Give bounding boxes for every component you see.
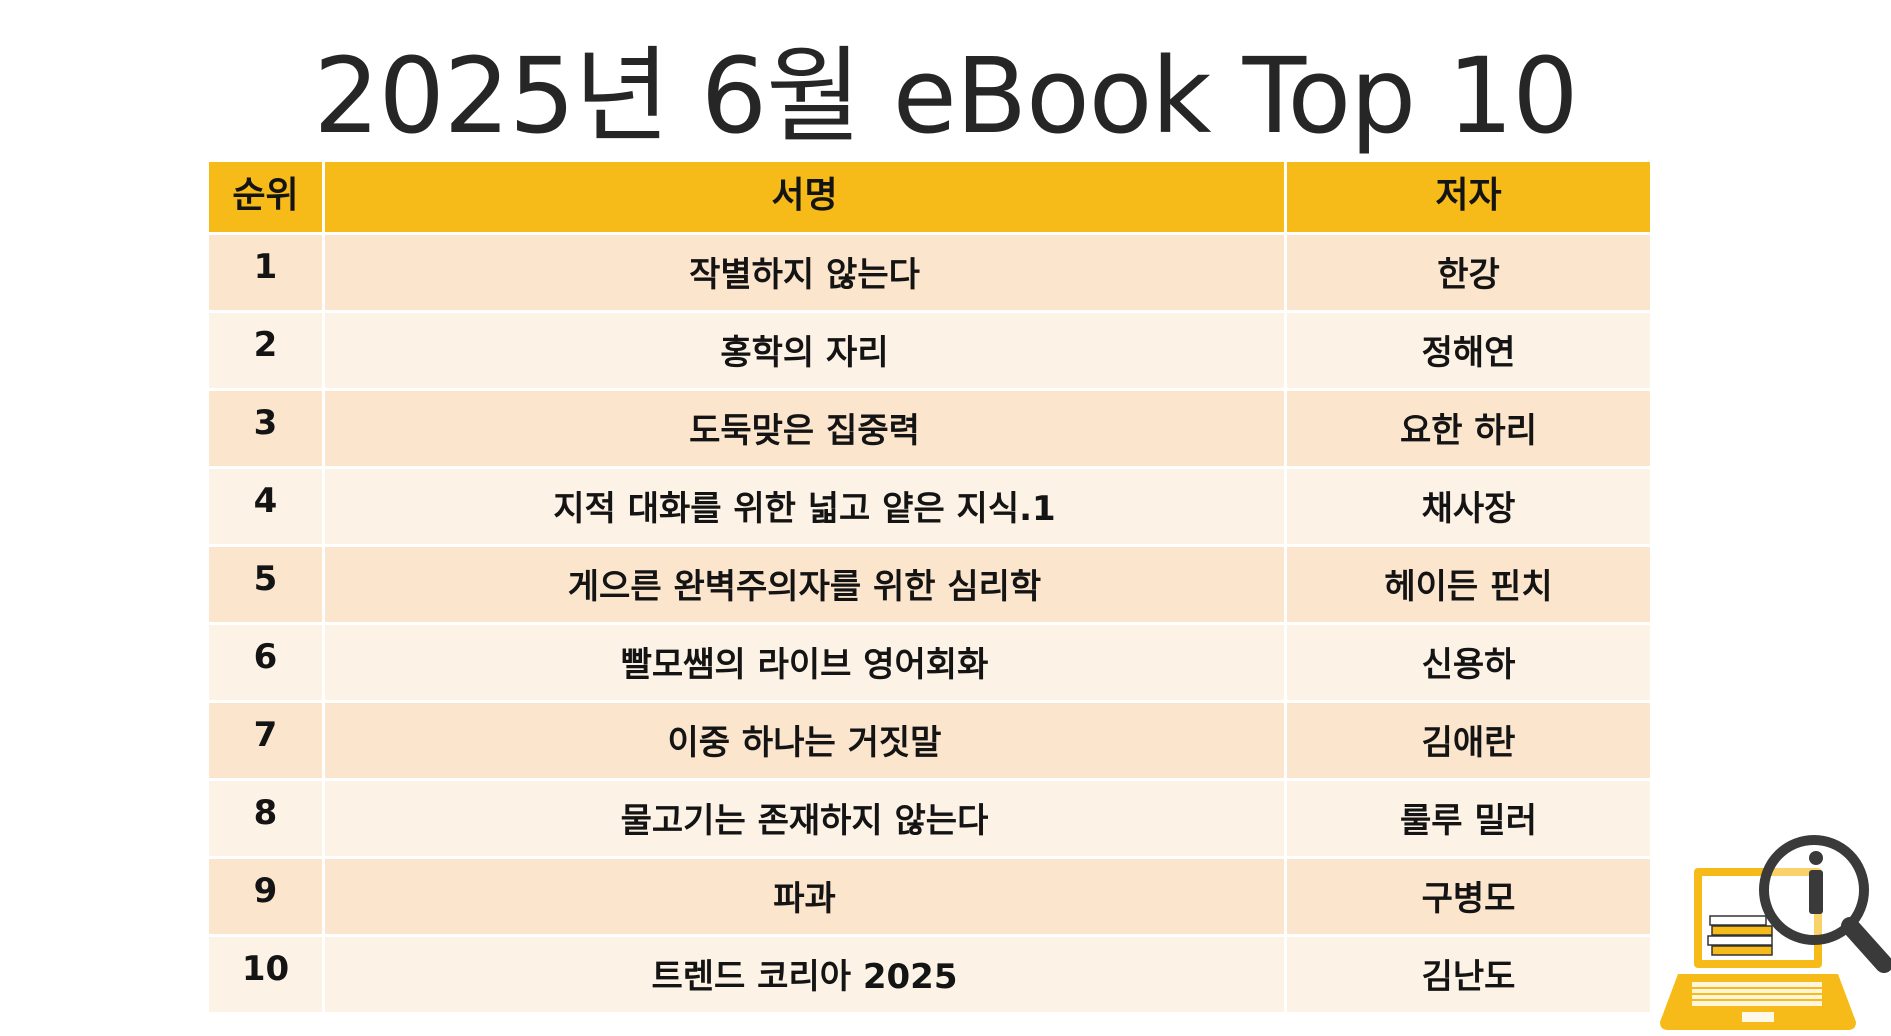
author-cell: 채사장 bbox=[1284, 466, 1653, 547]
table-row: 3 도둑맞은 집중력 요한 하리 bbox=[206, 388, 1653, 469]
book-title-cell: 게으른 완벽주의자를 위한 심리학 bbox=[322, 544, 1287, 625]
page-title: 2025년 6월 eBook Top 10 bbox=[313, 35, 1578, 157]
book-title-cell: 지적 대화를 위한 넓고 얕은 지식.1 bbox=[322, 466, 1287, 547]
rank-cell: 7 bbox=[206, 700, 325, 781]
book-title-cell: 파과 bbox=[322, 856, 1287, 937]
author-cell: 김난도 bbox=[1284, 934, 1653, 1015]
author-cell: 룰루 밀러 bbox=[1284, 778, 1653, 859]
header-book-title: 서명 bbox=[322, 159, 1287, 235]
rank-cell: 4 bbox=[206, 466, 325, 547]
rank-cell: 9 bbox=[206, 856, 325, 937]
table-row: 2 홍학의 자리 정해연 bbox=[206, 310, 1653, 391]
author-cell: 요한 하리 bbox=[1284, 388, 1653, 469]
laptop-books-magnifier-info-icon bbox=[1652, 834, 1891, 1032]
table-row: 9 파과 구병모 bbox=[206, 856, 1653, 937]
author-cell: 정해연 bbox=[1284, 310, 1653, 391]
book-title-cell: 빨모쌤의 라이브 영어회화 bbox=[322, 622, 1287, 703]
author-cell: 신용하 bbox=[1284, 622, 1653, 703]
table-row: 1 작별하지 않는다 한강 bbox=[206, 232, 1653, 313]
rank-cell: 5 bbox=[206, 544, 325, 625]
table-row: 5 게으른 완벽주의자를 위한 심리학 헤이든 핀치 bbox=[206, 544, 1653, 625]
header-author: 저자 bbox=[1284, 159, 1653, 235]
table-header-row: 순위 서명 저자 bbox=[206, 159, 1653, 235]
table-row: 8 물고기는 존재하지 않는다 룰루 밀러 bbox=[206, 778, 1653, 859]
table-row: 4 지적 대화를 위한 넓고 얕은 지식.1 채사장 bbox=[206, 466, 1653, 547]
book-title-cell: 홍학의 자리 bbox=[322, 310, 1287, 391]
rank-cell: 10 bbox=[206, 934, 325, 1015]
book-title-cell: 작별하지 않는다 bbox=[322, 232, 1287, 313]
ebook-ranking-table: 순위 서명 저자 1 작별하지 않는다 한강 2 홍학의 자리 정해연 3 도둑… bbox=[206, 159, 1653, 1015]
header-rank: 순위 bbox=[206, 159, 325, 235]
book-title-cell: 트렌드 코리아 2025 bbox=[322, 934, 1287, 1015]
table-row: 7 이중 하나는 거짓말 김애란 bbox=[206, 700, 1653, 781]
rank-cell: 6 bbox=[206, 622, 325, 703]
table-row: 10 트렌드 코리아 2025 김난도 bbox=[206, 934, 1653, 1015]
book-title-cell: 이중 하나는 거짓말 bbox=[322, 700, 1287, 781]
author-cell: 한강 bbox=[1284, 232, 1653, 313]
author-cell: 구병모 bbox=[1284, 856, 1653, 937]
author-cell: 김애란 bbox=[1284, 700, 1653, 781]
author-cell: 헤이든 핀치 bbox=[1284, 544, 1653, 625]
table-row: 6 빨모쌤의 라이브 영어회화 신용하 bbox=[206, 622, 1653, 703]
book-title-cell: 물고기는 존재하지 않는다 bbox=[322, 778, 1287, 859]
rank-cell: 3 bbox=[206, 388, 325, 469]
rank-cell: 2 bbox=[206, 310, 325, 391]
rank-cell: 1 bbox=[206, 232, 325, 313]
rank-cell: 8 bbox=[206, 778, 325, 859]
book-title-cell: 도둑맞은 집중력 bbox=[322, 388, 1287, 469]
